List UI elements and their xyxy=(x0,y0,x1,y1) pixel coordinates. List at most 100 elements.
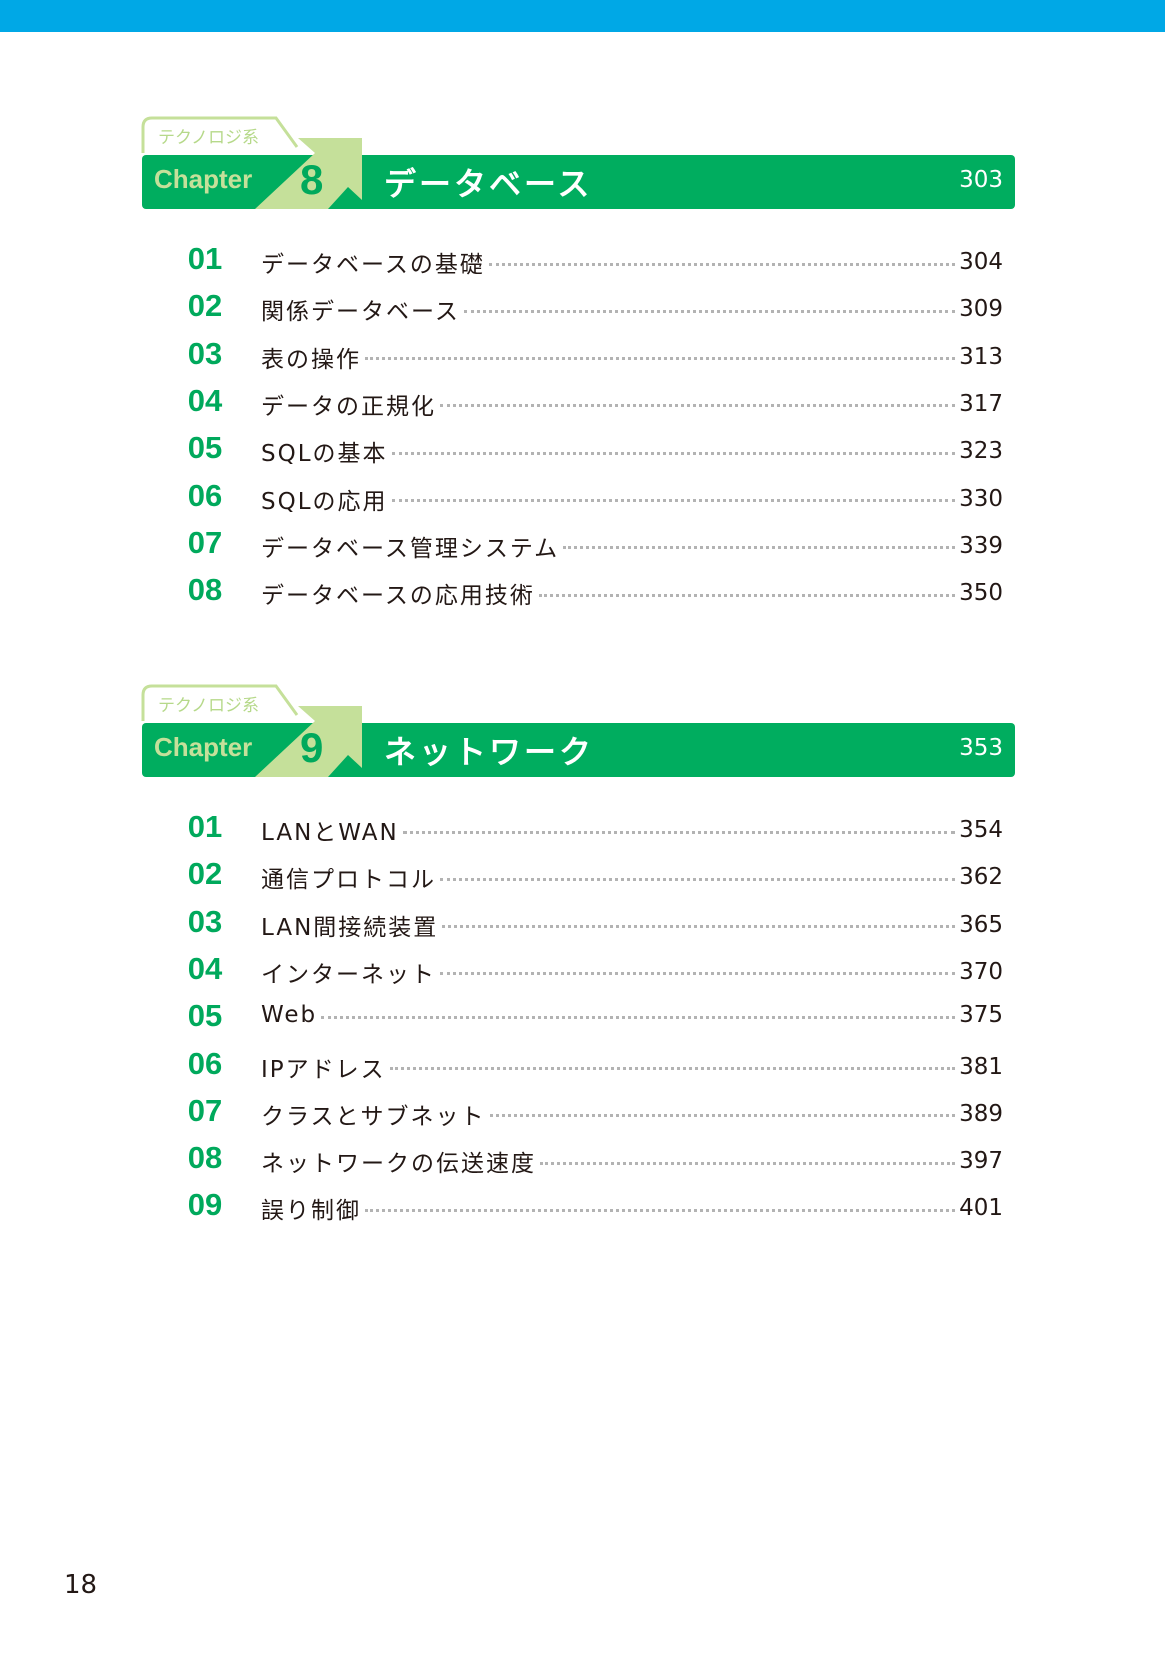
section-page: 370 xyxy=(959,958,1003,985)
chapter-header-8: テクノロジ系 Chapter 8 データベース 303 xyxy=(0,115,1165,215)
section-number: 09 xyxy=(187,1187,223,1223)
toc-entry[interactable]: 02 関係データベース 309 xyxy=(0,286,1165,326)
dot-leader xyxy=(440,877,956,881)
chapter-title: ネットワーク xyxy=(384,733,595,771)
toc-entry[interactable]: 09 誤り制御 401 xyxy=(0,1185,1165,1225)
toc-entry[interactable]: 06 IPアドレス 381 xyxy=(0,1044,1165,1084)
dot-leader xyxy=(563,546,956,550)
toc-entry[interactable]: 07 クラスとサブネット 389 xyxy=(0,1091,1165,1131)
section-number: 04 xyxy=(187,950,223,986)
section-page: 397 xyxy=(959,1148,1003,1175)
section-number: 02 xyxy=(187,288,223,324)
section-title: SQLの基本 xyxy=(261,441,388,468)
section-title: データベースの応用技術 xyxy=(261,583,535,610)
section-number: 06 xyxy=(187,477,223,513)
section-number: 03 xyxy=(187,335,223,371)
section-number: 07 xyxy=(187,524,223,560)
section-title: LANとWAN xyxy=(261,820,399,846)
toc-entry[interactable]: 08 ネットワークの伝送速度 397 xyxy=(0,1138,1165,1178)
chapter-banner-graphic xyxy=(141,684,1015,777)
dot-leader xyxy=(365,357,956,361)
section-page: 323 xyxy=(959,438,1003,465)
section-number: 06 xyxy=(187,1045,223,1081)
toc-entry[interactable]: 06 SQLの応用 330 xyxy=(0,476,1165,516)
section-page: 381 xyxy=(959,1053,1003,1080)
toc-entry[interactable]: 04 インターネット 370 xyxy=(0,949,1165,989)
section-number: 04 xyxy=(187,382,223,418)
section-page: 389 xyxy=(959,1100,1003,1127)
category-tab: テクノロジ系 xyxy=(158,696,259,716)
section-title: 通信プロトコル xyxy=(261,867,436,894)
chapter-label: Chapter xyxy=(154,164,253,194)
toc-entry[interactable]: 03 表の操作 313 xyxy=(0,334,1165,374)
page-number: 18 xyxy=(64,1570,98,1600)
section-number: 03 xyxy=(187,903,223,939)
section-number: 01 xyxy=(187,809,223,844)
dot-leader xyxy=(389,1067,956,1070)
section-page: 350 xyxy=(959,580,1003,607)
section-page: 354 xyxy=(959,817,1003,843)
section-page: 330 xyxy=(959,485,1003,512)
dot-leader xyxy=(442,925,956,929)
dot-leader xyxy=(488,262,956,266)
section-title: LAN間接続装置 xyxy=(261,914,439,941)
chapter-number: 8 xyxy=(300,156,324,203)
section-number: 08 xyxy=(187,1140,223,1176)
section-page: 317 xyxy=(959,390,1003,417)
dot-leader xyxy=(440,404,956,408)
top-color-bar xyxy=(0,0,1165,32)
section-page: 375 xyxy=(959,1002,1003,1029)
section-page: 339 xyxy=(959,532,1003,559)
section-title: データの正規化 xyxy=(261,393,436,420)
dot-leader xyxy=(540,1161,956,1165)
section-title: SQLの応用 xyxy=(261,488,388,515)
toc-entry[interactable]: 03 LAN間接続装置 365 xyxy=(0,902,1165,942)
chapter-banner-graphic xyxy=(141,116,1015,209)
chapter-title: データベース xyxy=(384,165,593,203)
toc-entry[interactable]: 05 SQLの基本 323 xyxy=(0,428,1165,468)
section-title: ネットワークの伝送速度 xyxy=(261,1151,536,1178)
section-page: 365 xyxy=(959,911,1003,938)
chapter-page: 353 xyxy=(959,735,1003,761)
toc-entry[interactable]: 07 データベース管理システム 339 xyxy=(0,523,1165,563)
dot-leader xyxy=(463,309,956,313)
dot-leader xyxy=(365,1208,956,1212)
dot-leader xyxy=(391,499,956,502)
toc-entry[interactable]: 08 データベースの応用技術 350 xyxy=(0,570,1165,610)
section-title: 関係データベース xyxy=(261,299,460,326)
dot-leader xyxy=(402,830,956,834)
section-page: 309 xyxy=(959,296,1003,323)
section-title: IPアドレス xyxy=(261,1056,386,1083)
chapter-label: Chapter xyxy=(154,732,253,762)
section-number: 08 xyxy=(187,572,223,608)
toc-entry[interactable]: 05 Web 375 xyxy=(0,996,1165,1036)
section-page: 401 xyxy=(959,1195,1003,1222)
section-title: インターネット xyxy=(261,961,436,988)
dot-leader xyxy=(440,972,956,976)
section-title: データベース管理システム xyxy=(261,535,560,562)
section-title: 誤り制御 xyxy=(261,1198,361,1225)
dot-leader xyxy=(538,593,956,597)
section-title: クラスとサブネット xyxy=(261,1103,486,1130)
section-title: データベースの基礎 xyxy=(261,252,485,278)
toc-entry[interactable]: 04 データの正規化 317 xyxy=(0,381,1165,421)
chapter-header-9: テクノロジ系 Chapter 9 ネットワーク 353 xyxy=(0,683,1165,783)
toc-entry[interactable]: 02 通信プロトコル 362 xyxy=(0,854,1165,894)
toc-entry[interactable]: 01 データベースの基礎 304 xyxy=(0,239,1165,279)
section-page: 313 xyxy=(959,343,1003,370)
section-number: 01 xyxy=(187,241,223,276)
section-number: 05 xyxy=(187,430,223,466)
dot-leader xyxy=(321,1015,956,1019)
toc-entry[interactable]: 01 LANとWAN 354 xyxy=(0,807,1165,847)
section-number: 07 xyxy=(187,1092,223,1128)
section-number: 05 xyxy=(187,998,223,1034)
chapter-page: 303 xyxy=(959,167,1003,193)
section-page: 304 xyxy=(959,249,1003,275)
section-title: Web xyxy=(261,1002,318,1029)
section-number: 02 xyxy=(187,856,223,892)
chapter-number: 9 xyxy=(300,724,324,771)
section-page: 362 xyxy=(959,864,1003,891)
dot-leader xyxy=(391,451,956,455)
dot-leader xyxy=(489,1114,956,1118)
